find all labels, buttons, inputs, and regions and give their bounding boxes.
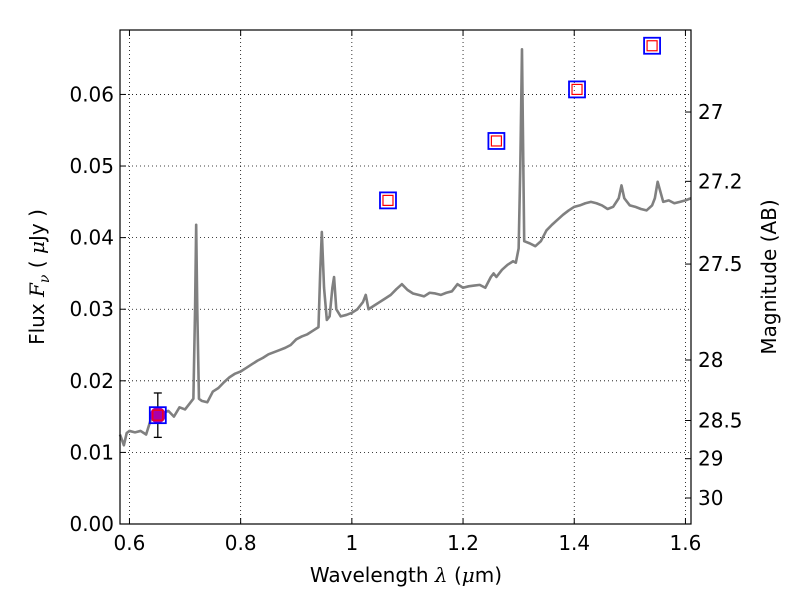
y-tick-label: 0.03: [69, 297, 114, 321]
y-axis-label-symbol: F: [25, 282, 49, 298]
x-tick-label: 1.4: [558, 531, 590, 555]
x-axis-label-unit-mu: μ: [462, 563, 475, 587]
spectrum-line: [118, 48, 692, 447]
y2-tick-label: 27.5: [698, 252, 743, 276]
plot-frame: [119, 29, 692, 525]
y-axis-label-unit-open: (: [25, 260, 49, 268]
y2-tick-label: 28.5: [698, 409, 743, 433]
y2-tick-label: 29: [698, 447, 723, 471]
open-square-inner: [152, 409, 164, 421]
x-tick-label: 0.6: [114, 531, 146, 555]
y-tick-label: 0.04: [69, 226, 114, 250]
axis-ticks: 0.6 0.8 1 1.2 1.4 1.6 0.00 0.01 0.02 0.03 0.04 0.05…: [69, 30, 743, 555]
y-tick-label: 0.05: [69, 154, 114, 178]
y-axis-label-unit-mu: μ: [25, 241, 49, 254]
x-tick-label: 1.6: [670, 531, 702, 555]
open-square-point: [379, 191, 397, 210]
open-square-inner: [646, 40, 658, 52]
open-square-point: [568, 80, 586, 99]
data-series: [118, 36, 692, 447]
y-axis-label-text: Flux: [25, 303, 49, 345]
y-tick-label: 0.06: [69, 82, 114, 106]
y-axis-label: Flux Fν ( μJy ): [25, 209, 53, 345]
open-square-inner: [490, 135, 503, 147]
y-tick-label: 0.02: [69, 369, 114, 393]
y-axis-label-unit-rest: Jy ): [25, 209, 49, 243]
y2-tick-label: 27.2: [698, 169, 743, 193]
open-square-point: [643, 36, 661, 55]
y2-tick-label: 30: [698, 486, 723, 510]
x-axis-label-text: Wavelength: [310, 563, 429, 587]
y2-tick-label: 27: [698, 100, 723, 124]
y-tick-label: 0.00: [69, 512, 114, 536]
open-square-inner: [571, 83, 583, 96]
x-axis-label-unit-open: (: [454, 563, 462, 587]
y2-tick-label: 28: [698, 348, 723, 372]
open-square-inner: [382, 194, 394, 206]
x-tick-label: 0.8: [225, 531, 257, 555]
y-axis-label-symbol-sub: ν: [37, 274, 53, 283]
y-tick-label: 0.01: [69, 440, 114, 464]
x-axis-label-symbol: λ: [434, 563, 448, 587]
grid-lines: [120, 30, 691, 525]
x-tick-label: 1: [345, 531, 358, 555]
x-tick-label: 1.2: [447, 531, 479, 555]
x-axis-label-unit-rest: m): [475, 563, 502, 587]
x-axis-label: Wavelength λ (μm): [310, 563, 502, 587]
y2-axis-label: Magnitude (AB): [757, 199, 781, 354]
open-square-point: [487, 132, 506, 150]
open-square-point: [148, 406, 167, 425]
